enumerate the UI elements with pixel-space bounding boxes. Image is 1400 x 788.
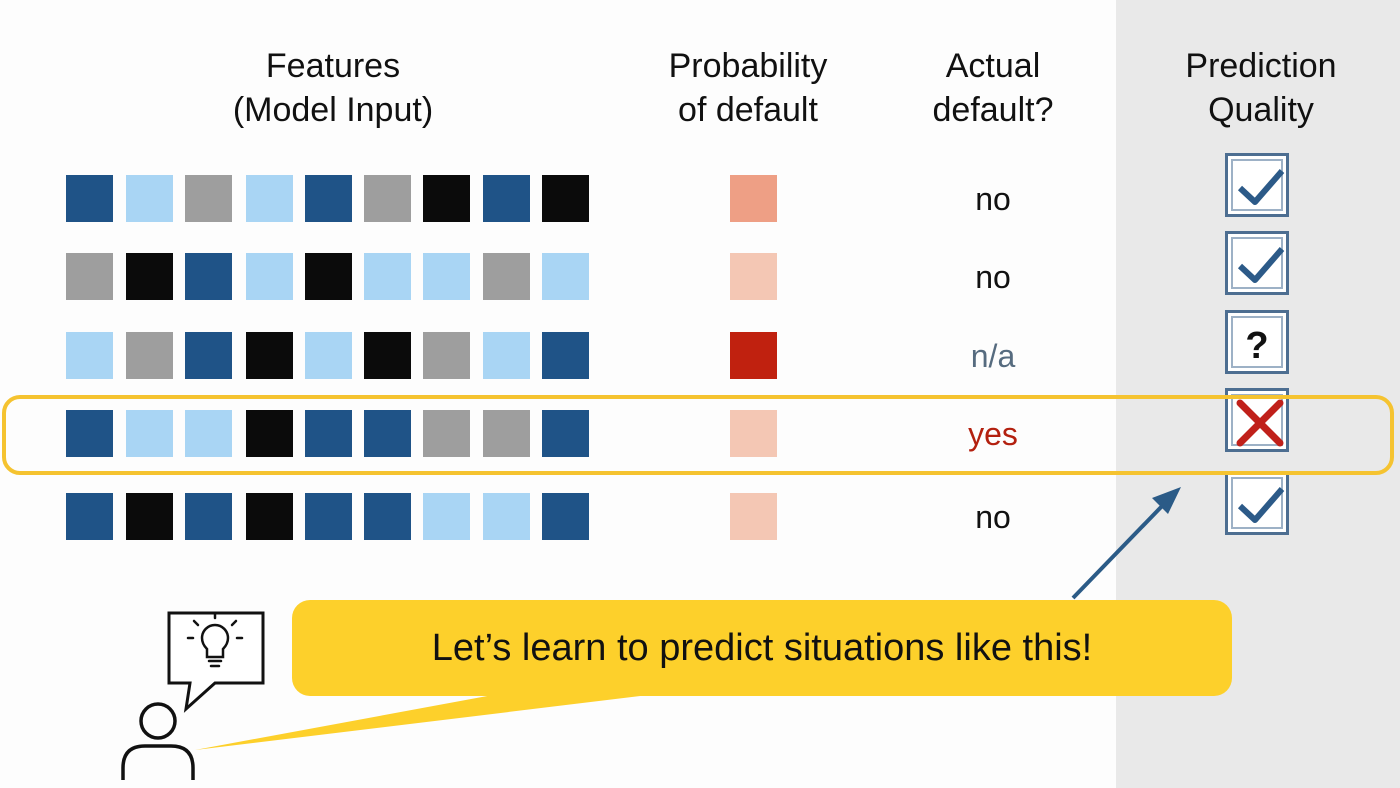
feature-cell bbox=[246, 493, 293, 540]
table-row: no bbox=[0, 471, 1400, 541]
feature-cell bbox=[423, 493, 470, 540]
probability-header-line1: Probability bbox=[668, 47, 828, 85]
actual-header-line2: default? bbox=[932, 91, 1054, 129]
quality-header: Prediction Quality bbox=[1150, 44, 1372, 132]
quality-box bbox=[1225, 153, 1289, 217]
cross-icon bbox=[1236, 399, 1284, 447]
feature-cell bbox=[305, 332, 352, 379]
probability-cell bbox=[730, 253, 777, 300]
feature-cell bbox=[305, 493, 352, 540]
feature-cell bbox=[542, 410, 589, 457]
actual-default-value: no bbox=[975, 499, 1011, 535]
feature-cell bbox=[185, 410, 232, 457]
feature-cell bbox=[66, 410, 113, 457]
feature-cell bbox=[246, 332, 293, 379]
speech-bubble-text: Let’s learn to predict situations like t… bbox=[431, 627, 1093, 669]
feature-cell bbox=[364, 493, 411, 540]
svg-text:?: ? bbox=[1245, 325, 1268, 367]
feature-cell bbox=[364, 175, 411, 222]
lightbulb-icon bbox=[186, 611, 244, 668]
features-header-line2: (Model Input) bbox=[232, 91, 434, 129]
probability-cell bbox=[730, 175, 777, 222]
actual-default-value: n/a bbox=[970, 338, 1016, 374]
feature-cell bbox=[542, 332, 589, 379]
feature-cell bbox=[126, 175, 173, 222]
feature-cell bbox=[66, 493, 113, 540]
feature-cell bbox=[542, 175, 589, 222]
feature-cell bbox=[423, 175, 470, 222]
feature-cell bbox=[423, 332, 470, 379]
features-header: Features (Model Input) bbox=[178, 44, 488, 132]
features-header-line1: Features bbox=[265, 47, 401, 85]
feature-cell bbox=[126, 332, 173, 379]
table-row: no bbox=[0, 231, 1400, 301]
question-icon: ? bbox=[1245, 325, 1268, 367]
feature-cell bbox=[542, 253, 589, 300]
feature-cell bbox=[423, 253, 470, 300]
arrow-icon bbox=[1071, 487, 1181, 600]
actual-default-value: yes bbox=[968, 416, 1018, 452]
table-row: n/a? bbox=[0, 310, 1400, 380]
checkmark-icon bbox=[1237, 247, 1285, 283]
feature-cell bbox=[185, 175, 232, 222]
feature-cell bbox=[483, 253, 530, 300]
probability-cell bbox=[730, 493, 777, 540]
feature-cell bbox=[483, 175, 530, 222]
quality-box: ? bbox=[1225, 310, 1289, 374]
feature-cell bbox=[483, 332, 530, 379]
feature-cell bbox=[246, 175, 293, 222]
feature-cell bbox=[483, 410, 530, 457]
probability-header: Probability of default bbox=[633, 44, 863, 132]
feature-cell bbox=[66, 332, 113, 379]
feature-cell bbox=[66, 253, 113, 300]
actual-default-value: no bbox=[975, 259, 1011, 295]
feature-cell bbox=[126, 253, 173, 300]
quality-header-line2: Quality bbox=[1208, 91, 1314, 129]
feature-cell bbox=[483, 493, 530, 540]
probability-cell bbox=[730, 332, 777, 379]
feature-cell bbox=[66, 175, 113, 222]
highlighted-row-frame bbox=[2, 395, 1394, 475]
feature-cell bbox=[126, 493, 173, 540]
quality-header-line1: Prediction bbox=[1185, 47, 1337, 85]
bubble-tail bbox=[195, 690, 690, 750]
actual-default-value: no bbox=[975, 181, 1011, 217]
actual-header-line1: Actual bbox=[945, 47, 1041, 85]
feature-cell bbox=[423, 410, 470, 457]
checkmark-icon bbox=[1237, 169, 1285, 205]
feature-cell bbox=[305, 410, 352, 457]
feature-cell bbox=[364, 253, 411, 300]
feature-cell bbox=[364, 332, 411, 379]
feature-cell bbox=[185, 332, 232, 379]
feature-cell bbox=[246, 253, 293, 300]
feature-cell bbox=[246, 410, 293, 457]
feature-cell bbox=[305, 253, 352, 300]
table-row: no bbox=[0, 153, 1400, 223]
feature-cell bbox=[364, 410, 411, 457]
feature-cell bbox=[305, 175, 352, 222]
feature-cell bbox=[185, 253, 232, 300]
quality-box bbox=[1225, 231, 1289, 295]
feature-cell bbox=[126, 410, 173, 457]
probability-cell bbox=[730, 410, 777, 457]
checkmark-icon bbox=[1237, 487, 1285, 523]
actual-header: Actual default? bbox=[893, 44, 1093, 132]
probability-header-line2: of default bbox=[678, 91, 818, 129]
feature-cell bbox=[542, 493, 589, 540]
person-icon bbox=[121, 702, 195, 780]
speech-bubble bbox=[292, 600, 1232, 696]
feature-cell bbox=[185, 493, 232, 540]
